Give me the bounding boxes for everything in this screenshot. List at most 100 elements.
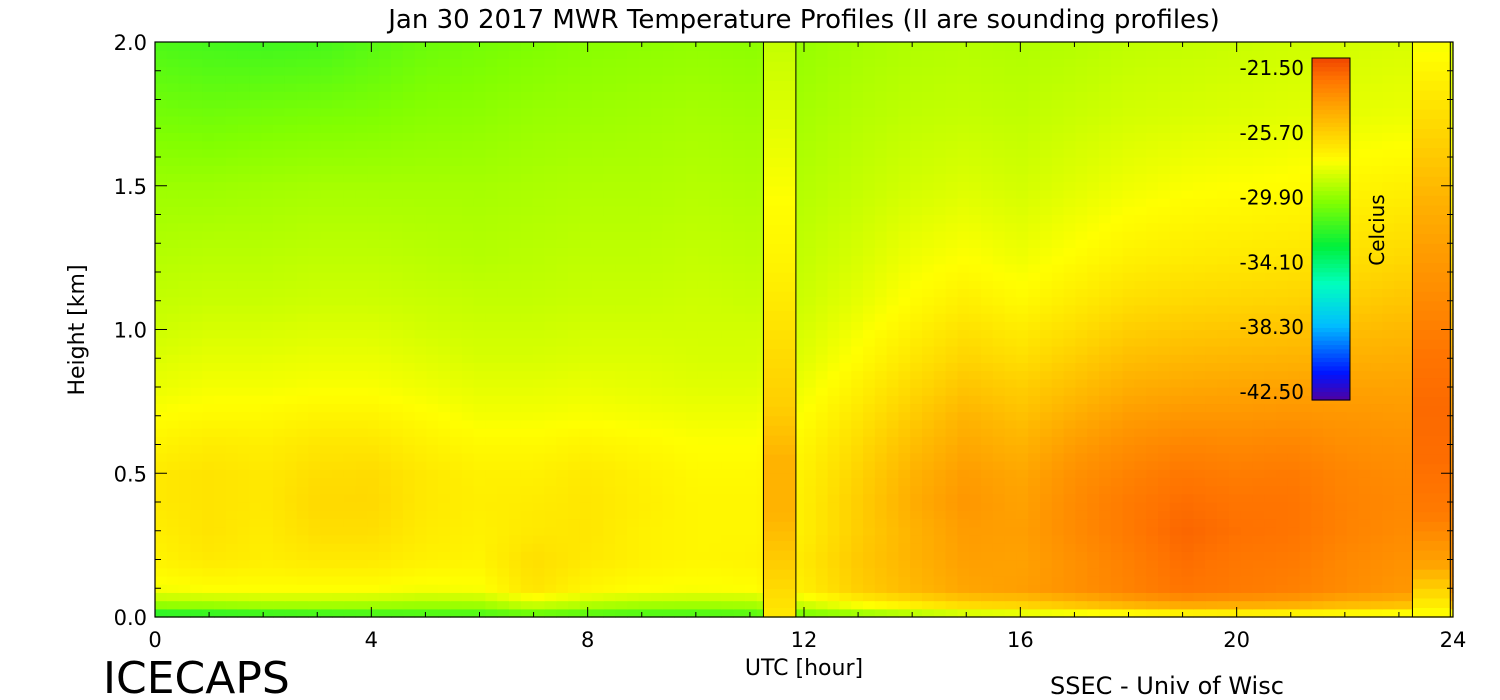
heatmap-cell [697, 345, 711, 355]
heatmap-cell [166, 428, 180, 437]
heatmap-cell [992, 362, 1006, 372]
heatmap-cell [414, 362, 427, 372]
heatmap-cell [414, 608, 427, 618]
heatmap-cell [815, 608, 829, 618]
heatmap-cell [178, 239, 191, 248]
heatmap-cell [1110, 534, 1124, 544]
heatmap-cell [933, 419, 947, 429]
heatmap-cell [556, 378, 569, 388]
heatmap-cell [697, 313, 711, 322]
heatmap-cell [426, 477, 439, 487]
heatmap-cell [1217, 272, 1230, 281]
heatmap-cell [591, 345, 604, 355]
heatmap-cell [1252, 502, 1265, 511]
heatmap-cell [579, 600, 593, 610]
heatmap-cell [379, 444, 392, 454]
heatmap-cell [792, 370, 805, 380]
heatmap-cell [579, 534, 593, 544]
heatmap-cell [450, 378, 463, 388]
heatmap-cell [414, 460, 427, 470]
heatmap-cell [804, 493, 817, 503]
heatmap-cell [308, 378, 321, 388]
heatmap-cell [804, 272, 817, 281]
heatmap-cell [402, 255, 416, 265]
heatmap-cell [1358, 419, 1371, 429]
heatmap-cell [804, 600, 817, 610]
heatmap-cell [957, 551, 970, 561]
heatmap-cell [1181, 600, 1194, 610]
heatmap-cell [662, 452, 675, 462]
heatmap-cell [1158, 321, 1171, 331]
heatmap-cell [391, 395, 404, 405]
heatmap-cell [1205, 329, 1218, 339]
heatmap-cell [686, 255, 699, 265]
heatmap-cell [886, 575, 899, 585]
heatmap-cell [1299, 263, 1312, 273]
heatmap-cell [1193, 485, 1206, 495]
heatmap-cell [839, 370, 852, 380]
heatmap-cell [261, 485, 274, 495]
heatmap-cell [1063, 337, 1076, 347]
heatmap-cell [627, 247, 640, 257]
heatmap-cell [544, 600, 557, 610]
heatmap-cell [650, 584, 663, 593]
heatmap-cell [485, 288, 498, 298]
heatmap-cell [332, 436, 345, 446]
heatmap-cell [863, 510, 876, 520]
heatmap-cell [485, 460, 498, 470]
heatmap-cell [1358, 477, 1371, 487]
heatmap-cell [544, 543, 557, 552]
heatmap-cell [308, 469, 321, 478]
heatmap-cell [320, 551, 333, 561]
heatmap-cell [1205, 526, 1218, 536]
heatmap-cell [544, 608, 557, 618]
heatmap-cell [273, 575, 286, 585]
heatmap-cell [863, 469, 876, 478]
heatmap-cell [1287, 263, 1301, 273]
heatmap-cell [886, 559, 899, 569]
heatmap-cell [485, 304, 498, 314]
heatmap-cell [343, 534, 357, 544]
heatmap-cell [296, 584, 309, 593]
heatmap-cell [520, 469, 534, 478]
heatmap-cell [343, 608, 357, 618]
heatmap-cell [981, 345, 994, 355]
heatmap-cell [190, 502, 203, 511]
heatmap-cell [697, 584, 711, 593]
heatmap-cell [579, 452, 593, 462]
heatmap-cell [1158, 477, 1171, 487]
heatmap-cell [1051, 428, 1065, 437]
heatmap-cell [969, 551, 982, 561]
heatmap-cell [532, 329, 545, 339]
heatmap-cell [898, 255, 911, 265]
heatmap-cell [674, 419, 687, 429]
heatmap-cell [603, 239, 616, 248]
heatmap-cell [367, 337, 380, 347]
heatmap-cell [627, 477, 640, 487]
heatmap-cell [509, 428, 522, 437]
heatmap-cell [886, 403, 899, 413]
heatmap-cell [556, 567, 569, 577]
heatmap-cell [544, 362, 557, 372]
heatmap-cell [638, 469, 652, 478]
heatmap-cell [473, 428, 486, 437]
heatmap-cell [650, 460, 663, 470]
heatmap-cell [804, 403, 817, 413]
heatmap-cell [603, 255, 616, 265]
heatmap-cell [662, 551, 675, 561]
heatmap-cell [568, 584, 581, 593]
heatmap-cell [674, 584, 687, 593]
heatmap-cell [1335, 543, 1348, 552]
heatmap-cell [284, 575, 298, 585]
heatmap-cell [426, 600, 439, 610]
heatmap-cell [1040, 502, 1053, 511]
heatmap-cell [992, 592, 1006, 602]
heatmap-cell [332, 329, 345, 339]
heatmap-cell [1276, 395, 1289, 405]
heatmap-cell [1146, 436, 1159, 446]
heatmap-cell [249, 485, 262, 495]
heatmap-cell [674, 428, 687, 437]
heatmap-cell [367, 608, 380, 618]
heatmap-cell [485, 502, 498, 511]
heatmap-cell [1063, 510, 1076, 520]
